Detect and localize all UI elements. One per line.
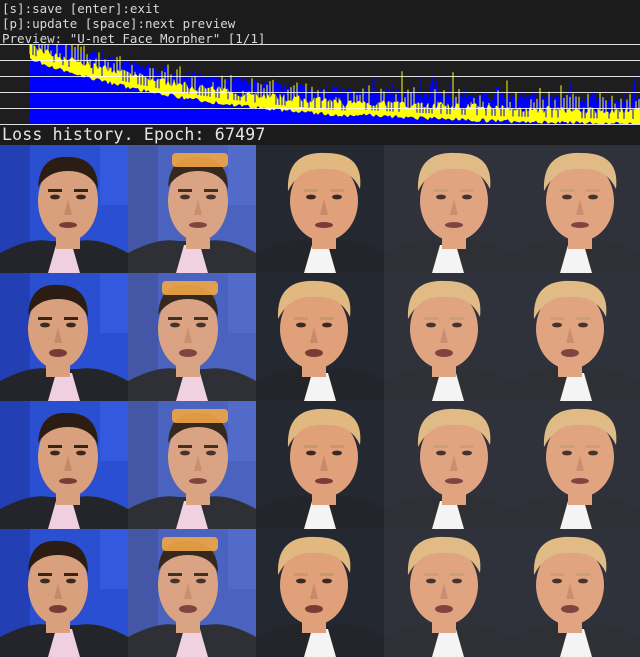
face-image: [128, 145, 256, 273]
preview-cell-swapped-face: [512, 401, 640, 529]
face-image: [256, 401, 384, 529]
preview-cell-dst-reconstructed: [384, 529, 512, 657]
face-image: [128, 273, 256, 401]
face-image: [128, 529, 256, 657]
preview-cell-src-face: [0, 273, 128, 401]
preview-cell-dst-reconstructed: [384, 273, 512, 401]
face-image: [256, 145, 384, 273]
preview-cell-dst-reconstructed: [384, 145, 512, 273]
face-image: [512, 529, 640, 657]
face-image: [384, 273, 512, 401]
face-image: [512, 145, 640, 273]
preview-cell-src-reconstructed: [128, 145, 256, 273]
shortcut-help-save-exit: [s]:save [enter]:exit: [2, 1, 161, 16]
shortcut-help-update-next: [p]:update [space]:next preview: [2, 16, 236, 31]
preview-cell-dst-face: [256, 273, 384, 401]
face-image: [256, 529, 384, 657]
face-image: [0, 273, 128, 401]
preview-cell-swapped-face: [512, 273, 640, 401]
face-image: [384, 401, 512, 529]
preview-cell-src-reconstructed: [128, 529, 256, 657]
face-image: [384, 145, 512, 273]
preview-cell-dst-face: [256, 145, 384, 273]
preview-cell-src-face: [0, 529, 128, 657]
preview-cell-dst-face: [256, 529, 384, 657]
loss-history-chart: [0, 44, 640, 125]
preview-cell-src-face: [0, 401, 128, 529]
dst-loss-area: [30, 44, 640, 125]
preview-cell-swapped-face: [512, 529, 640, 657]
loss-history-title: Loss history. Epoch: 67497: [2, 125, 266, 144]
face-image: [256, 273, 384, 401]
face-image: [384, 529, 512, 657]
preview-cell-swapped-face: [512, 145, 640, 273]
face-image: [0, 529, 128, 657]
preview-grid: [0, 145, 640, 657]
face-image: [512, 401, 640, 529]
preview-cell-src-face: [0, 145, 128, 273]
preview-cell-src-reconstructed: [128, 401, 256, 529]
preview-cell-src-reconstructed: [128, 273, 256, 401]
face-image: [128, 401, 256, 529]
preview-name-label: Preview: "U-net Face Morpher" [1/1]: [2, 31, 266, 46]
preview-cell-dst-reconstructed: [384, 401, 512, 529]
face-image: [512, 273, 640, 401]
face-image: [0, 145, 128, 273]
face-image: [0, 401, 128, 529]
preview-cell-dst-face: [256, 401, 384, 529]
